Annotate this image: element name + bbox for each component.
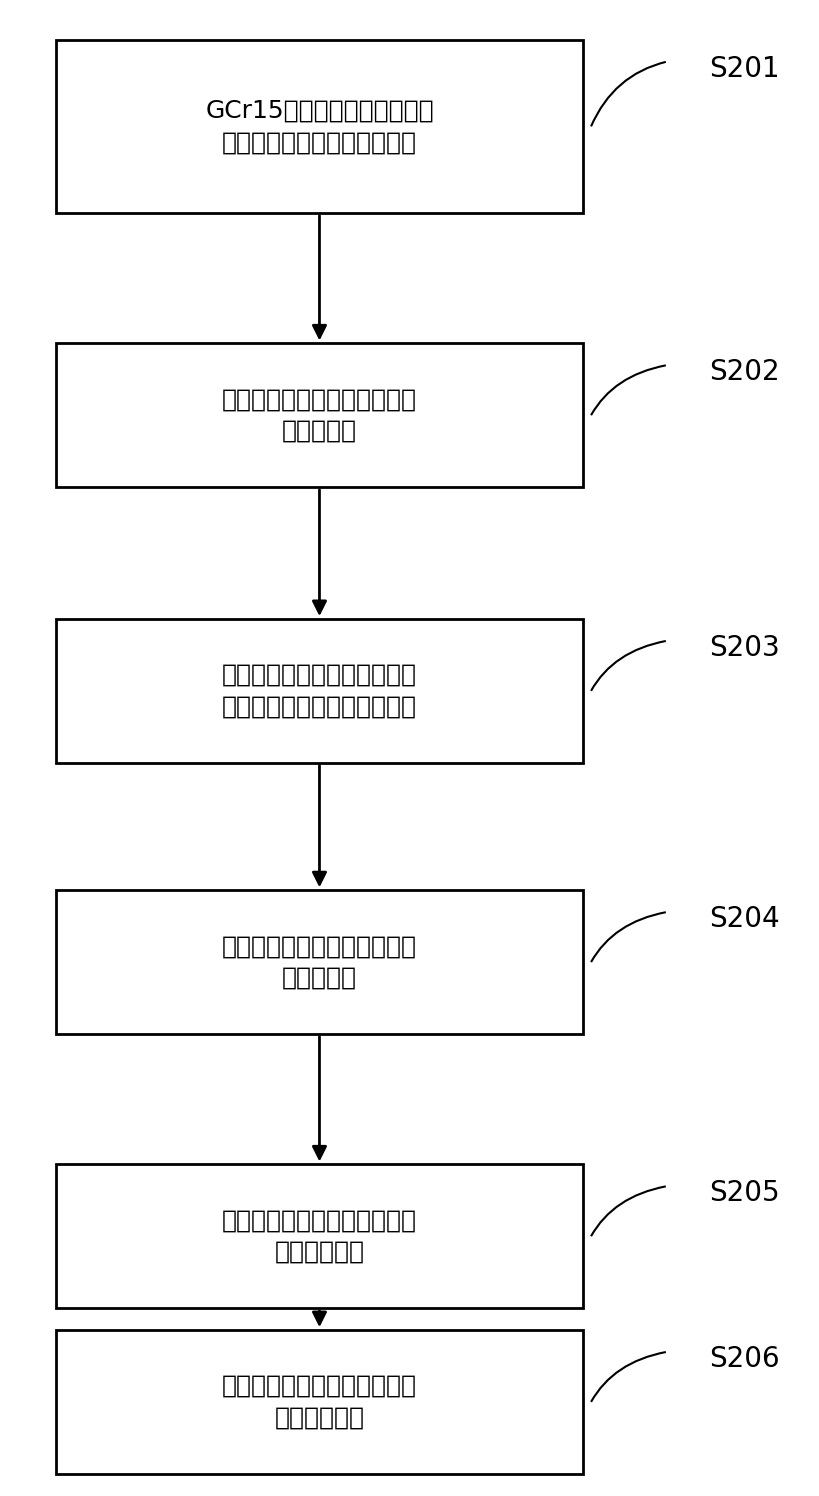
Text: 采用无心磨设备对处理后的销
轴进行超精膜: 采用无心磨设备对处理后的销 轴进行超精膜 bbox=[222, 1373, 417, 1430]
Text: S206: S206 bbox=[708, 1345, 779, 1373]
FancyBboxPatch shape bbox=[56, 344, 582, 488]
Text: S202: S202 bbox=[708, 358, 779, 386]
Text: 采用渗金属化学热处理工艺，
对销轴进行渗金属化学热处理: 采用渗金属化学热处理工艺， 对销轴进行渗金属化学热处理 bbox=[222, 663, 417, 718]
Text: S201: S201 bbox=[708, 54, 779, 82]
Text: S205: S205 bbox=[708, 1179, 779, 1207]
FancyBboxPatch shape bbox=[56, 619, 582, 763]
Text: S204: S204 bbox=[708, 905, 779, 934]
Text: 采用无心磨加工设备对销轴工
件进行加工: 采用无心磨加工设备对销轴工 件进行加工 bbox=[222, 387, 417, 443]
Text: 淬火回火工艺对销轴进行淬火
和回火处理: 淬火回火工艺对销轴进行淬火 和回火处理 bbox=[222, 934, 417, 990]
Text: S203: S203 bbox=[708, 634, 779, 661]
Text: 采用无心磨设备对处理后的销
轴进行超精膜: 采用无心磨设备对处理后的销 轴进行超精膜 bbox=[222, 1209, 417, 1264]
Text: GCr15材料制作销轴工件毛坯
，然后切削得所需的销轴工件: GCr15材料制作销轴工件毛坯 ，然后切削得所需的销轴工件 bbox=[205, 99, 433, 154]
FancyBboxPatch shape bbox=[56, 890, 582, 1034]
FancyBboxPatch shape bbox=[56, 1164, 582, 1308]
FancyBboxPatch shape bbox=[56, 40, 582, 212]
FancyBboxPatch shape bbox=[56, 1330, 582, 1474]
